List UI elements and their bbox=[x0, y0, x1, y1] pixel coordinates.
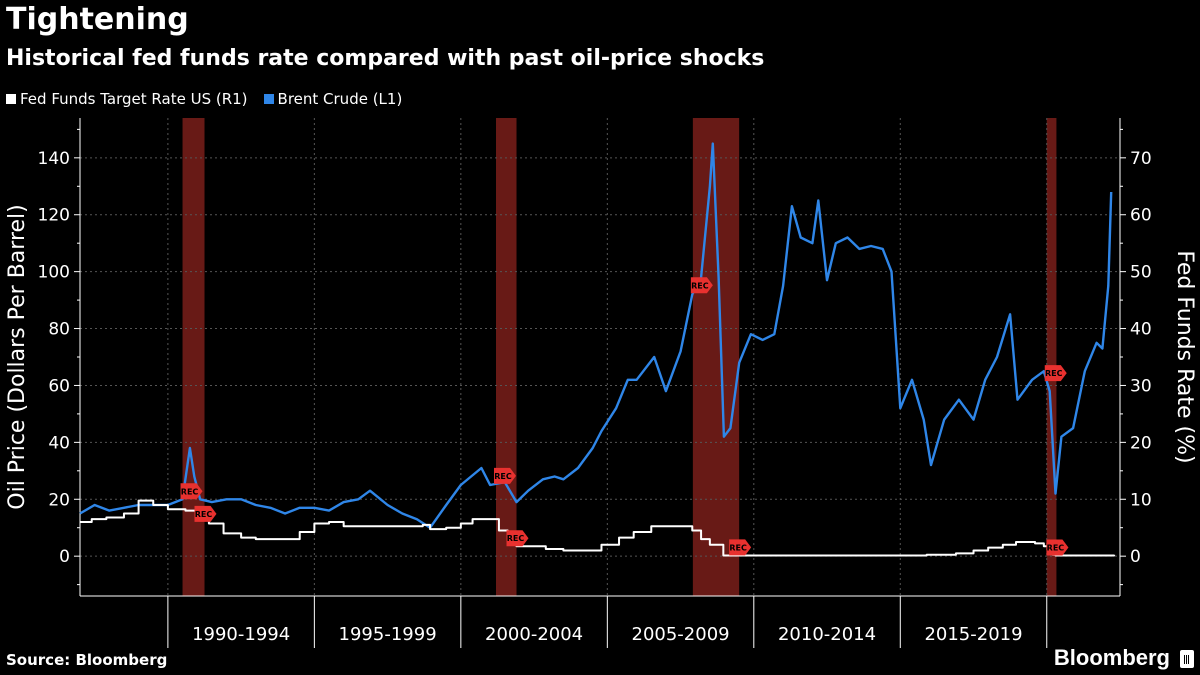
brand-logo: Bloomberg bbox=[1053, 645, 1170, 670]
recession-band bbox=[182, 118, 205, 596]
x-period-label: 2005-2009 bbox=[632, 624, 730, 645]
y-tick-label-left: 20 bbox=[48, 490, 70, 510]
y-tick-label-left: 80 bbox=[48, 320, 70, 340]
y-axis-title-right: Fed Funds Rate (%) bbox=[1172, 250, 1197, 463]
recession-marker-label: REC bbox=[181, 487, 199, 496]
recession-marker bbox=[729, 539, 752, 556]
x-period-label: 2010-2014 bbox=[778, 624, 876, 645]
chart-title: Tightening bbox=[6, 2, 189, 37]
legend-swatch-fed bbox=[6, 94, 16, 104]
y-tick-label-right: 40 bbox=[1130, 320, 1152, 340]
recession-marker bbox=[180, 483, 203, 500]
recession-marker-label: REC bbox=[729, 543, 747, 552]
legend-item-fed: Fed Funds Target Rate US (R1) bbox=[6, 90, 248, 108]
y-tick-label-right: 70 bbox=[1130, 149, 1152, 169]
x-period-label: 2015-2019 bbox=[924, 624, 1022, 645]
y-tick-label-left: 120 bbox=[38, 206, 70, 226]
series-line-fed bbox=[80, 499, 1116, 557]
recession-marker bbox=[1044, 365, 1067, 382]
recession-marker-label: REC bbox=[494, 472, 512, 481]
y-tick-label-left: 0 bbox=[59, 547, 70, 567]
recession-marker-label: REC bbox=[1047, 543, 1065, 552]
y-tick-label-right: 50 bbox=[1130, 263, 1152, 283]
y-tick-label-left: 60 bbox=[48, 376, 70, 396]
legend-label-oil: Brent Crude (L1) bbox=[277, 90, 403, 108]
y-tick-label-left: 100 bbox=[38, 263, 70, 283]
y-tick-label-right: 60 bbox=[1130, 206, 1152, 226]
source-note: Source: Bloomberg bbox=[6, 651, 168, 669]
y-tick-label-right: 10 bbox=[1130, 490, 1152, 510]
bloomberg-terminal-icon bbox=[1180, 650, 1194, 668]
legend-swatch-oil bbox=[263, 94, 274, 104]
y-tick-label-right: 30 bbox=[1130, 376, 1152, 396]
legend-label-fed: Fed Funds Target Rate US (R1) bbox=[20, 90, 248, 108]
recession-marker-label: REC bbox=[1045, 369, 1063, 378]
x-period-label: 1990-1994 bbox=[192, 624, 290, 645]
recession-marker bbox=[690, 277, 713, 294]
y-tick-label-left: 140 bbox=[38, 149, 70, 169]
legend: Fed Funds Target Rate US (R1) Brent Crud… bbox=[6, 90, 402, 108]
x-period-label: 1995-1999 bbox=[339, 624, 437, 645]
recession-marker-label: REC bbox=[507, 534, 525, 543]
x-period-label: 2000-2004 bbox=[485, 624, 583, 645]
y-tick-label-right: 0 bbox=[1130, 547, 1141, 567]
chart-subtitle: Historical fed funds rate compared with … bbox=[6, 46, 765, 71]
recession-marker bbox=[506, 530, 529, 547]
recession-band bbox=[1046, 118, 1057, 596]
y-tick-label-left: 40 bbox=[48, 433, 70, 453]
series-line-brent bbox=[79, 142, 1113, 529]
recession-band bbox=[692, 118, 740, 596]
recession-marker bbox=[1046, 539, 1069, 556]
y-axis-title-left: Oil Price (Dollars Per Barrel) bbox=[5, 204, 30, 509]
legend-item-oil: Brent Crude (L1) bbox=[263, 90, 403, 108]
recession-marker-label: REC bbox=[195, 510, 213, 519]
recession-marker bbox=[494, 467, 516, 484]
recession-marker-label: REC bbox=[691, 281, 709, 290]
recession-marker bbox=[194, 505, 217, 522]
y-tick-label-right: 20 bbox=[1130, 433, 1152, 453]
